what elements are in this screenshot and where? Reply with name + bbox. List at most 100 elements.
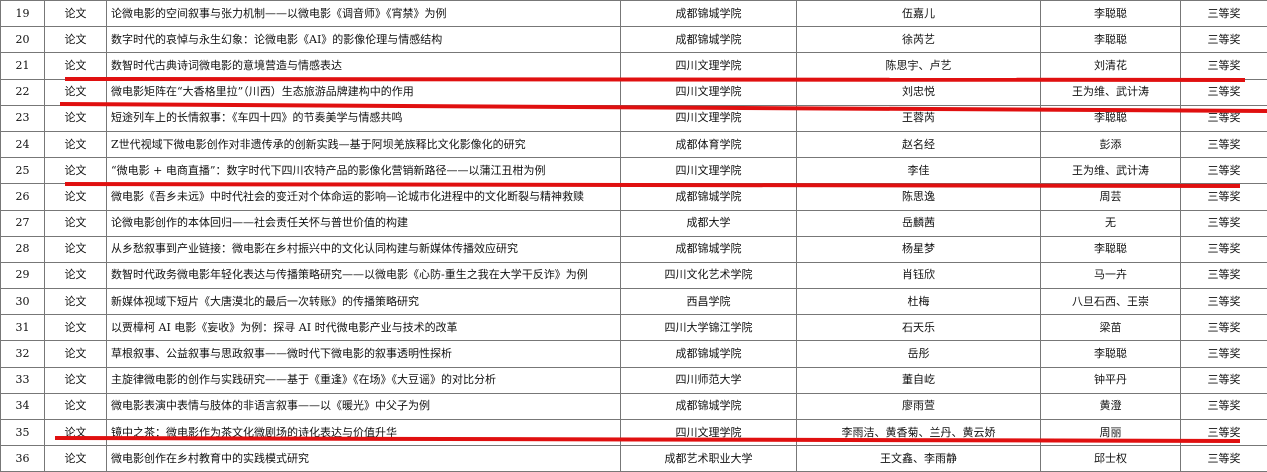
title: 微电影表演中表情与肢体的非语言叙事——以《暖光》中父子为例	[106, 392, 621, 421]
table-row: 27 论文 论微电影创作的本体回归——社会责任关怀与普世价值的构建 成都大学 岳麟茜无三…	[0, 209, 1267, 237]
title: 从乡愁叙事到产业链接：微电影在乡村振兴中的文化认同构建与新媒体传播效应研究	[106, 235, 621, 263]
advisor: 李聪聪	[1040, 235, 1181, 263]
school: 四川文化艺术学院	[620, 261, 797, 290]
school: 成都锦城学院	[620, 392, 797, 421]
authors: 李佳	[796, 157, 1041, 185]
authors: 伍嘉儿	[796, 0, 1041, 28]
award: 三等奖	[1180, 26, 1267, 54]
title: 微电影创作在乡村教育中的实践模式研究	[106, 445, 621, 472]
award: 三等奖	[1180, 78, 1267, 106]
type: 论文	[44, 183, 107, 211]
type: 论文	[44, 340, 107, 368]
advisor: 黄澄	[1040, 392, 1181, 421]
row-number: 27	[0, 209, 45, 237]
authors: 陈思逸	[796, 183, 1041, 211]
advisor: 马一卉	[1040, 261, 1181, 290]
row-number: 31	[0, 314, 45, 342]
school: 四川文理学院	[620, 52, 797, 80]
school: 成都锦城学院	[620, 340, 797, 368]
title: 数字时代的哀悼与永生幻象：论微电影《AI》的影像伦理与情感结构	[106, 26, 621, 54]
type: 论文	[44, 0, 107, 28]
table-row: 22 论文 微电影矩阵在“大香格里拉”（川西）生态旅游品牌建构中的作用 四川文理学院刘…	[0, 78, 1267, 106]
title: 数智时代古典诗词微电影的意境营造与情感表达	[106, 52, 621, 80]
authors: 刘忠悦	[796, 78, 1041, 106]
school: 四川文理学院	[620, 418, 797, 447]
school: 四川师范大学	[620, 366, 797, 394]
authors: 肖钰欣	[796, 261, 1041, 290]
award: 三等奖	[1180, 52, 1267, 80]
authors: 廖雨萱	[796, 392, 1041, 421]
authors: 李雨洁、黄香菊、兰丹、黄云娇	[796, 418, 1041, 447]
row-number: 34	[0, 392, 45, 421]
title: 数智时代政务微电影年轻化表达与传播策略研究——以微电影《心防-重生之我在大学干反…	[106, 261, 621, 290]
award: 三等奖	[1180, 261, 1267, 290]
type: 论文	[44, 418, 107, 447]
type: 论文	[44, 366, 107, 394]
table-row: 32 论文 草根叙事、公益叙事与思政叙事——微时代下微电影的叙事透明性探析 成都锦城学…	[0, 340, 1267, 368]
award: 三等奖	[1180, 209, 1267, 237]
title: 微电影《吾乡未远》中时代社会的变迁对个体命运的影响—论城市化进程中的文化断裂与精…	[106, 183, 621, 211]
school: 成都大学	[620, 209, 797, 237]
table-row: 21 论文 数智时代古典诗词微电影的意境营造与情感表达 四川文理学院 陈思宇、卢艺 刘清花…	[0, 52, 1267, 80]
title: 论微电影创作的本体回归——社会责任关怀与普世价值的构建	[106, 209, 621, 237]
advisor: 王为维、武计涛	[1040, 78, 1181, 106]
advisor: 王为维、武计涛	[1040, 157, 1181, 185]
row-number: 28	[0, 235, 45, 263]
advisor: 周丽	[1040, 418, 1181, 447]
title: 论微电影的空间叙事与张力机制——以微电影《调音师》《宵禁》为例	[106, 0, 621, 28]
school: 西昌学院	[620, 288, 797, 316]
table-row: 20 论文 数字时代的哀悼与永生幻象：论微电影《AI》的影像伦理与情感结构 成都锦城学…	[0, 26, 1267, 54]
authors: 董自屹	[796, 366, 1041, 394]
advisor: 邱士权	[1040, 445, 1181, 472]
table-row: 33 论文 主旋律微电影的创作与实践研究——基于《重逢》《在场》《大豆谣》的对比分析…	[0, 366, 1267, 394]
advisor: 八旦石西、王崇	[1040, 288, 1181, 316]
type: 论文	[44, 209, 107, 237]
award: 三等奖	[1180, 340, 1267, 368]
advisor: 刘清花	[1040, 52, 1181, 80]
award: 三等奖	[1180, 445, 1267, 472]
row-number: 35	[0, 418, 45, 447]
table-row: 19 论文 论微电影的空间叙事与张力机制——以微电影《调音师》《宵禁》为例 成都锦城学…	[0, 0, 1267, 28]
authors: 石天乐	[796, 314, 1041, 342]
school: 成都锦城学院	[620, 235, 797, 263]
row-number: 26	[0, 183, 45, 211]
title: 草根叙事、公益叙事与思政叙事——微时代下微电影的叙事透明性探析	[106, 340, 621, 368]
table-row: 28 论文 从乡愁叙事到产业链接：微电影在乡村振兴中的文化认同构建与新媒体传播效应研…	[0, 235, 1267, 263]
table-row: 35 论文 镜中之茶：微电影作为茶文化微剧场的诗化表达与价值升华 四川文理学院 李雨洁、…	[0, 418, 1267, 447]
award: 三等奖	[1180, 235, 1267, 263]
authors: 徐芮艺	[796, 26, 1041, 54]
authors: 杨星梦	[796, 235, 1041, 263]
advisor: 李聪聪	[1040, 0, 1181, 28]
school: 成都体育学院	[620, 130, 797, 159]
table-row: 26 论文 微电影《吾乡未远》中时代社会的变迁对个体命运的影响—论城市化进程中的文化…	[0, 183, 1267, 211]
school: 成都锦城学院	[620, 0, 797, 28]
title: 微电影矩阵在“大香格里拉”（川西）生态旅游品牌建构中的作用	[106, 78, 621, 106]
authors: 杜梅	[796, 288, 1041, 316]
advisor: 李聪聪	[1040, 340, 1181, 368]
row-number: 30	[0, 288, 45, 316]
row-number: 22	[0, 78, 45, 106]
school: 成都艺术职业大学	[620, 445, 797, 472]
table-row: 36 论文 微电影创作在乡村教育中的实践模式研究 成都艺术职业大学 王文鑫、李雨静 邱士权…	[0, 445, 1267, 472]
type: 论文	[44, 130, 107, 159]
advisor: 梁苗	[1040, 314, 1181, 342]
award: 三等奖	[1180, 0, 1267, 28]
table-row: 29 论文 数智时代政务微电影年轻化表达与传播策略研究——以微电影《心防-重生之我在…	[0, 261, 1267, 290]
award: 三等奖	[1180, 130, 1267, 159]
row-number: 29	[0, 261, 45, 290]
advisor: 无	[1040, 209, 1181, 237]
type: 论文	[44, 78, 107, 106]
type: 论文	[44, 261, 107, 290]
school: 四川文理学院	[620, 157, 797, 185]
award: 三等奖	[1180, 104, 1267, 132]
award: 三等奖	[1180, 157, 1267, 185]
table-row: 30 论文 新媒体视域下短片《大唐漠北的最后一次转账》的传播策略研究 西昌学院 杜梅 八旦…	[0, 288, 1267, 316]
authors: 赵名经	[796, 130, 1041, 159]
row-number: 33	[0, 366, 45, 394]
authors: 王文鑫、李雨静	[796, 445, 1041, 472]
authors: 岳麟茜	[796, 209, 1041, 237]
type: 论文	[44, 314, 107, 342]
school: 四川文理学院	[620, 104, 797, 132]
